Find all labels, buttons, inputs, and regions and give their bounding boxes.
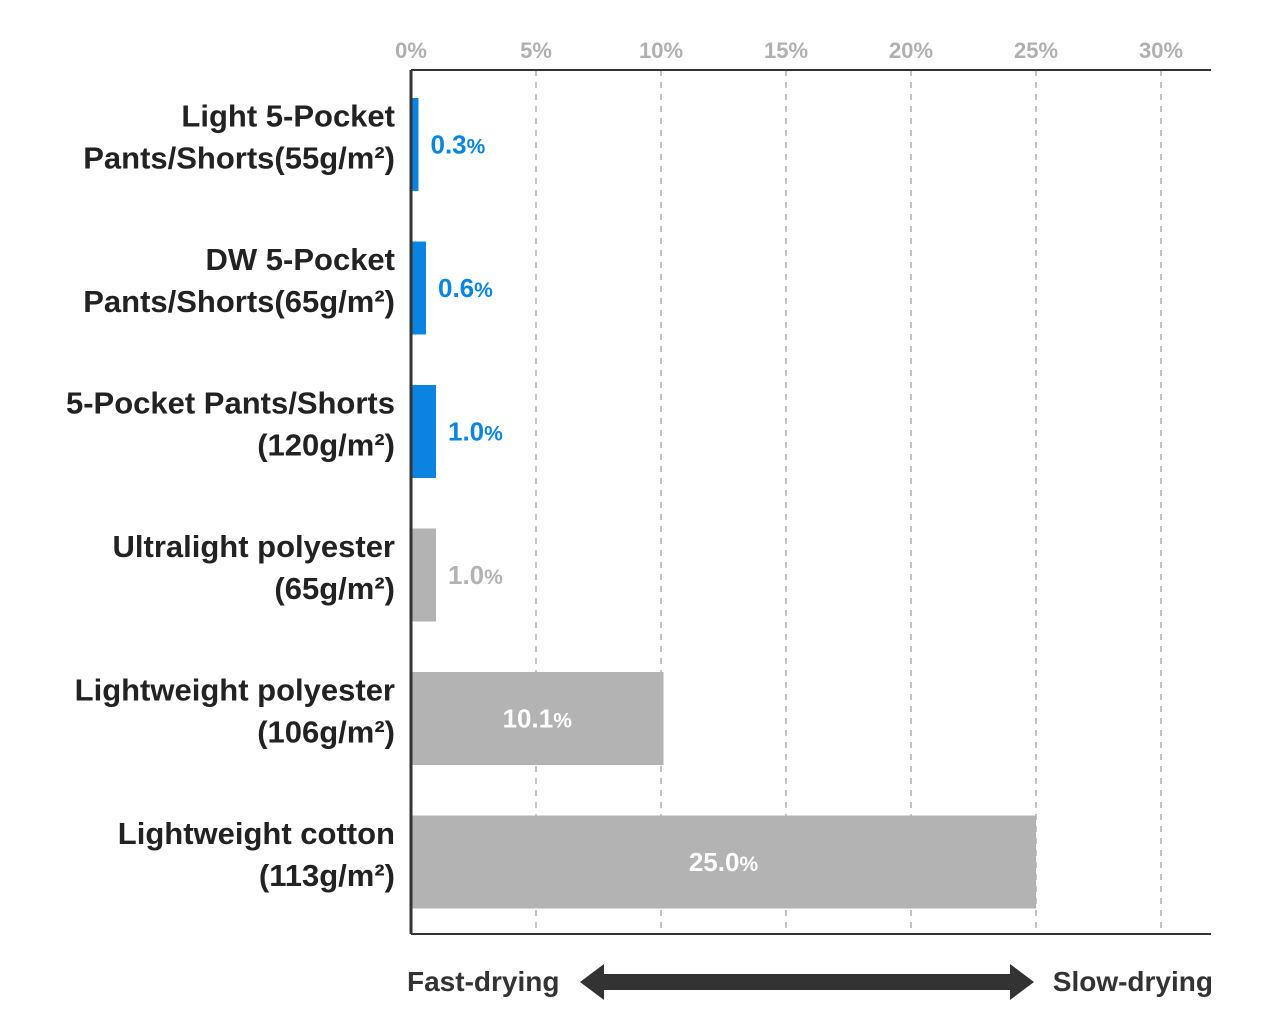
data-label: 1.0% [448, 560, 503, 590]
double-arrow-icon [580, 964, 1034, 1000]
data-label: 0.3% [431, 130, 486, 160]
bar [411, 385, 436, 478]
data-label: 0.6% [438, 273, 493, 303]
bar [411, 241, 426, 335]
category-label: Pants/Shorts(65g/m²) [83, 284, 395, 319]
category-label: DW 5-Pocket [206, 242, 395, 277]
data-label: 25.0% [689, 847, 759, 877]
x-tick-label: 0% [395, 38, 427, 63]
bar [411, 672, 664, 765]
category-label: (113g/m²) [259, 858, 395, 893]
bar [411, 98, 419, 191]
category-label: (106g/m²) [257, 715, 395, 750]
x-tick-label: 5% [520, 38, 552, 63]
category-label: Ultralight polyester [113, 529, 396, 564]
category-label: Lightweight cotton [118, 816, 395, 851]
bar [411, 815, 1036, 909]
x-tick-label: 25% [1014, 38, 1058, 63]
x-tick-label: 20% [889, 38, 933, 63]
data-label: 10.1% [503, 704, 573, 734]
category-label: Light 5-Pocket [181, 99, 395, 134]
category-label: 5-Pocket Pants/Shorts [66, 386, 395, 421]
category-label: (65g/m²) [274, 571, 395, 606]
bar [411, 528, 436, 622]
fast-drying-label: Fast-drying [407, 966, 559, 997]
category-label: Pants/Shorts(55g/m²) [83, 141, 395, 176]
category-label: Lightweight polyester [75, 673, 395, 708]
data-label: 1.0% [448, 417, 503, 447]
x-tick-label: 15% [764, 38, 808, 63]
x-tick-label: 30% [1139, 38, 1183, 63]
category-label: (120g/m²) [257, 428, 395, 463]
x-tick-label: 10% [639, 38, 683, 63]
slow-drying-label: Slow-drying [1053, 966, 1213, 997]
